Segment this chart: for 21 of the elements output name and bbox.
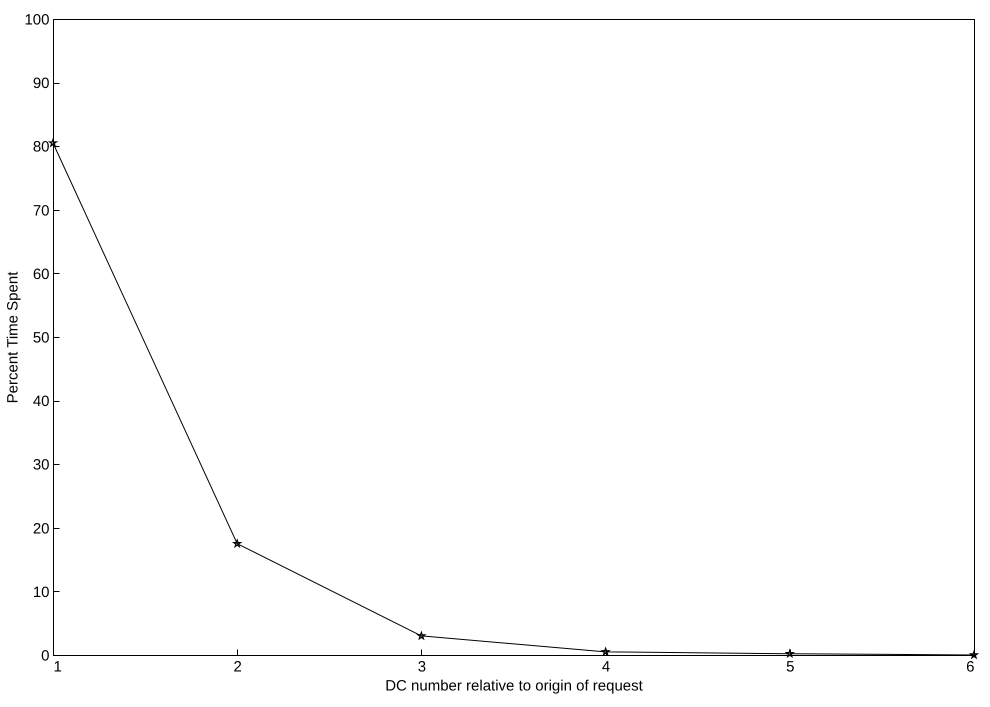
y-tick-label: 70 [32,202,50,220]
y-axis-title: Percent Time Spent [4,270,22,404]
x-tick-label: 6 [966,658,974,676]
y-tick-label: 90 [32,75,50,92]
y-tick-label: 40 [32,393,50,410]
y-tick-label: 60 [32,266,50,283]
y-tick-label: 50 [32,330,50,346]
y-tick-label: 0 [41,648,50,664]
y-tick-label: 100 [24,12,50,28]
x-tick-label: 1 [54,658,62,676]
x-axis-title: DC number relative to origin of request [385,678,644,694]
x-tick-label: 2 [234,658,242,676]
y-tick-label: 30 [32,456,50,474]
y-tick-label: 10 [32,584,50,601]
point [417,632,426,640]
x-tick-label: 3 [418,658,426,676]
y-tick-label: 80 [32,138,50,156]
x-tick-label: 5 [786,658,794,676]
y-tick-label: 20 [32,520,50,538]
x-tick-label: 4 [602,658,610,676]
point [602,648,610,656]
